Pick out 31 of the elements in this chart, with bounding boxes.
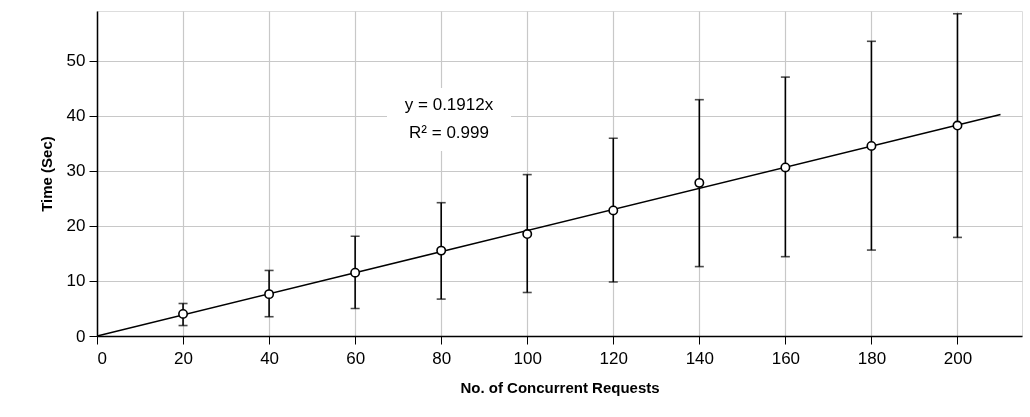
x-tick-label: 20: [174, 348, 194, 368]
x-tick-label: 80: [432, 348, 452, 368]
point: [436, 245, 447, 256]
point: [178, 308, 189, 319]
point: [264, 289, 275, 300]
y-tick-label: 30: [66, 161, 86, 181]
point: [952, 120, 963, 131]
point: [350, 267, 361, 278]
x-tick-label: 120: [599, 348, 628, 368]
x-tick-label: 200: [943, 348, 973, 368]
x-tick-label: 40: [260, 348, 280, 368]
y-axis-title: Time (Sec): [37, 136, 55, 212]
point: [608, 205, 619, 216]
y-tick-label: 0: [76, 326, 86, 346]
x-tick-label: 180: [857, 348, 887, 368]
x-tick-label: 0: [97, 348, 107, 368]
annotation: y = 0.1912x: [404, 95, 494, 114]
point: [780, 162, 791, 173]
y-tick-label: 50: [66, 51, 86, 71]
point: [694, 177, 705, 188]
x-tick-label: 140: [685, 348, 715, 368]
y-tick-label: 10: [66, 271, 86, 291]
point: [522, 229, 533, 240]
x-axis-title: No. of Concurrent Requests: [460, 378, 660, 396]
point: [866, 140, 877, 151]
x-tick-label: 60: [346, 348, 366, 368]
y-tick-label: 20: [66, 216, 86, 236]
x-tick-label: 100: [513, 348, 542, 368]
x-tick-label: 160: [771, 348, 801, 368]
annotation: R² = 0.999: [409, 123, 489, 142]
y-tick-label: 40: [66, 106, 86, 126]
